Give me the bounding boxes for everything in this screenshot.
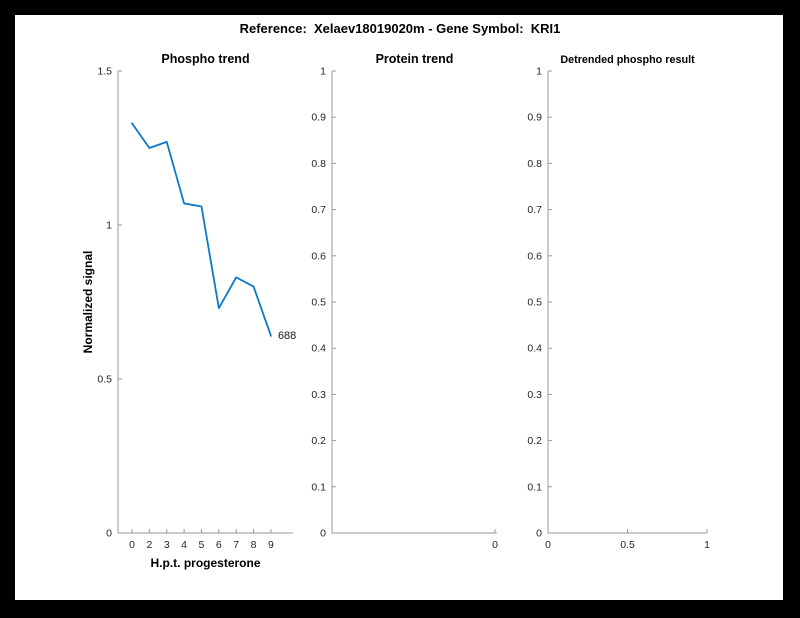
y-tick-label: 0.4	[527, 343, 542, 355]
y-tick-label: 0.5	[97, 374, 112, 386]
y-tick-label: 0.1	[527, 481, 542, 493]
y-tick-label: 0.8	[527, 158, 542, 170]
x-tick-label: 5	[199, 539, 205, 551]
x-tick-label: 6	[216, 539, 222, 551]
x-tick-label: 1	[704, 539, 710, 551]
y-tick-label: 0.3	[311, 389, 326, 401]
x-tick-label: 3	[164, 539, 170, 551]
y-tick-label: 0.3	[527, 389, 542, 401]
x-tick-label: 7	[233, 539, 239, 551]
x-tick-label: 4	[181, 539, 187, 551]
subplot2-title: Protein trend	[375, 52, 454, 66]
y-tick-label: 1	[536, 66, 542, 78]
x-tick-label: 0	[129, 539, 135, 551]
x-tick-label: 2	[146, 539, 152, 551]
x-tick-label: 0	[545, 539, 551, 551]
y-tick-label: 0.5	[311, 297, 326, 309]
y-tick-label: 0.9	[311, 112, 326, 124]
y-tick-label: 0.5	[527, 297, 542, 309]
y-tick-label: 0	[106, 528, 112, 540]
y-tick-label: 0	[320, 528, 326, 540]
subplot1-title: Phospho trend	[161, 52, 250, 66]
y-tick-label: 0.9	[527, 112, 542, 124]
y-tick-label: 0.6	[527, 250, 542, 262]
y-tick-label: 0.4	[311, 343, 326, 355]
endpoint-annotation: 688	[277, 329, 297, 342]
x-tick-label: 0.5	[620, 539, 635, 551]
y-tick-label: 0.8	[311, 158, 326, 170]
y-tick-label: 0.7	[527, 204, 542, 216]
x-tick-label: 0	[492, 539, 498, 551]
figure-canvas	[15, 15, 783, 600]
trend-line-phospho-signal	[131, 122, 272, 337]
y-tick-label: 1	[320, 66, 326, 78]
subplot3-title: Detrended phospho result	[560, 54, 695, 66]
x-tick-label: 9	[268, 539, 274, 551]
y-tick-label: 0.2	[311, 435, 326, 447]
figure-title: Reference: Xelaev18019020m - Gene Symbol…	[239, 21, 561, 36]
y-tick-label: 1	[106, 220, 112, 232]
x-tick-label: 8	[251, 539, 257, 551]
y-tick-label: 0.6	[311, 250, 326, 262]
y-tick-label: 0.1	[311, 481, 326, 493]
subplot1-xlabel: H.p.t. progesterone	[150, 556, 261, 570]
y-tick-label: 0.7	[311, 204, 326, 216]
y-tick-label: 0	[536, 528, 542, 540]
y-tick-label: 0.2	[527, 435, 542, 447]
y-tick-label: 1.5	[97, 66, 112, 78]
